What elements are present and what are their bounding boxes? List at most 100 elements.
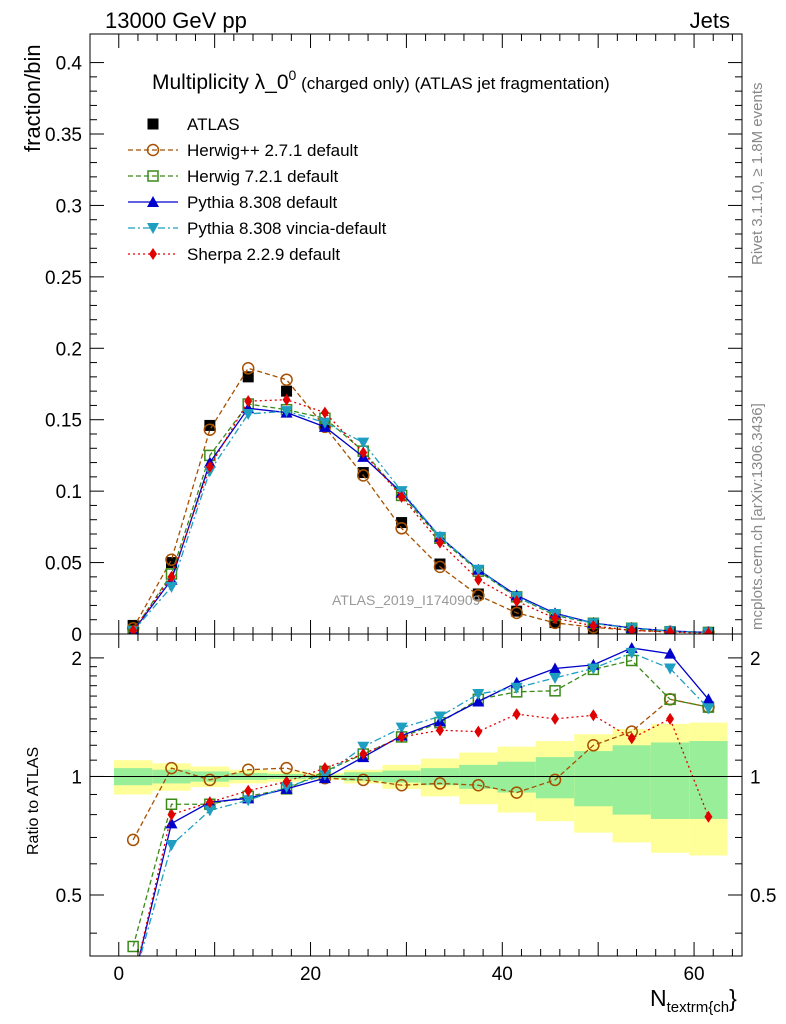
series-line-pythia-8-308-vincia-default bbox=[132, 410, 709, 634]
ratio-y-tick-label: 0.5 bbox=[56, 886, 82, 907]
ratio-inner-band-bin bbox=[612, 745, 651, 815]
legend-marker bbox=[146, 143, 160, 157]
data-point-sherpa-2-2-9-default bbox=[320, 762, 329, 775]
data-point-sherpa-2-2-9-default bbox=[589, 619, 598, 632]
data-point-pythia-8-308-vincia-default bbox=[664, 663, 677, 675]
data-point-pythia-8-308-default bbox=[702, 693, 715, 705]
data-point-sherpa-2-2-9-default bbox=[167, 570, 176, 583]
data-point-sherpa-2-2-9-default bbox=[666, 626, 675, 634]
data-point-sherpa-2-2-9-default bbox=[435, 536, 444, 549]
data-point-pythia-8-308-vincia-default bbox=[242, 409, 255, 420]
data-point-pythia-8-308-default bbox=[549, 662, 562, 674]
data-point-herwig-2-7-1-default bbox=[126, 833, 140, 847]
data-point-herwig-2-7-1-default bbox=[510, 606, 523, 620]
data-point-atlas bbox=[204, 419, 216, 431]
data-point-pythia-8-308-vincia-default bbox=[625, 647, 638, 659]
analysis-watermark: ATLAS_2019_I1740909 bbox=[332, 592, 481, 608]
legend-marker bbox=[147, 223, 159, 234]
ratio-x-tick-label: 20 bbox=[300, 964, 321, 985]
data-point-pythia-8-308-vincia-default bbox=[165, 839, 178, 851]
data-point-herwig-2-7-1-default bbox=[165, 553, 178, 566]
main-y-tick-label: 0 bbox=[71, 625, 82, 646]
data-point-sherpa-2-2-9-default bbox=[167, 808, 176, 821]
data-point-sherpa-2-2-9-default bbox=[397, 730, 406, 743]
data-point-atlas bbox=[281, 385, 293, 397]
main-y-tick-label: 0.25 bbox=[45, 268, 82, 289]
data-point-sherpa-2-2-9-default bbox=[512, 708, 521, 721]
data-point-sherpa-2-2-9-default bbox=[704, 627, 713, 634]
data-point-atlas bbox=[472, 588, 484, 600]
data-point-pythia-8-308-vincia-default bbox=[395, 722, 408, 734]
legend-marker bbox=[147, 118, 159, 130]
data-point-sherpa-2-2-9-default bbox=[704, 810, 713, 823]
data-point-pythia-8-308-default bbox=[664, 647, 677, 659]
legend-entry-pythia-8-308-default: Pythia 8.308 default bbox=[128, 193, 338, 212]
data-point-herwig-7-2-1-default bbox=[549, 685, 561, 697]
ratio-y-tick-label-right: 1 bbox=[750, 767, 761, 788]
legend-entry-atlas: ATLAS bbox=[147, 115, 240, 134]
data-point-pythia-8-308-vincia-default bbox=[587, 663, 600, 675]
data-point-sherpa-2-2-9-default bbox=[551, 612, 560, 625]
ratio-plot-xlabel-main: N bbox=[650, 985, 667, 1011]
main-plot-title-subtitle: (charged only) (ATLAS jet fragmentation) bbox=[296, 74, 609, 93]
main-y-tick-label: 0.05 bbox=[45, 554, 82, 575]
data-point-sherpa-2-2-9-default bbox=[474, 573, 483, 586]
legend-entry-pythia-8-308-vincia-default: Pythia 8.308 vincia-default bbox=[128, 219, 387, 238]
data-point-herwig-2-7-1-default bbox=[472, 778, 485, 792]
ratio-x-tick-label: 0 bbox=[113, 964, 124, 985]
ratio-plot-panel: 0.5 0.51 12 20 20 40 60 Ratio to ATLAS Ntextrm… bbox=[25, 633, 776, 1016]
data-point-herwig-2-7-1-default bbox=[395, 522, 408, 535]
data-point-sherpa-2-2-9-default bbox=[244, 784, 253, 797]
series-line-pythia-8-308-default bbox=[138, 647, 709, 956]
ratio-plot-xlabel: Ntextrm{ch} bbox=[650, 985, 737, 1016]
data-point-sherpa-2-2-9-default bbox=[474, 725, 483, 738]
data-point-sherpa-2-2-9-default bbox=[589, 709, 598, 722]
data-point-atlas bbox=[357, 467, 369, 479]
ratio-uncertainty-bands bbox=[113, 722, 728, 856]
main-y-tick-label: 0.15 bbox=[45, 411, 82, 432]
legend-label: Herwig 7.2.1 default bbox=[187, 167, 338, 186]
legend-entry-herwig-2-7-1-default: Herwig++ 2.7.1 default bbox=[128, 141, 358, 160]
ratio-plot-ylabel: Ratio to ATLAS bbox=[25, 747, 42, 855]
data-point-herwig-2-7-1-default bbox=[433, 777, 447, 790]
ratio-inner-band-bin bbox=[535, 757, 575, 799]
data-point-pythia-8-308-vincia-default bbox=[357, 741, 370, 753]
series-line-herwig-2-7-1-default bbox=[132, 698, 709, 841]
ratio-plot-frame bbox=[89, 633, 743, 957]
data-point-atlas bbox=[242, 371, 254, 383]
data-point-herwig-7-2-1-default bbox=[664, 693, 676, 706]
data-point-herwig-2-7-1-default bbox=[241, 763, 255, 776]
ratio-plot-marks bbox=[126, 641, 715, 987]
series-sherpa-2-2-9-default bbox=[138, 708, 713, 956]
legend-label: Herwig++ 2.7.1 default bbox=[187, 141, 358, 160]
main-plot-panel: 0 0.05 0.1 0.15 0.2 0.25 0.3 0.35 0.4 ATLAS_2019… bbox=[20, 33, 743, 646]
data-point-pythia-8-308-vincia-default bbox=[702, 703, 715, 715]
data-point-herwig-2-7-1-default bbox=[165, 761, 178, 775]
data-point-sherpa-2-2-9-default bbox=[666, 712, 675, 725]
header-left-label: 13000 GeV pp bbox=[105, 8, 247, 33]
data-point-sherpa-2-2-9-default bbox=[397, 490, 406, 503]
mcplots-reference-label: mcplots.cern.ch [arXiv:1306.3436] bbox=[749, 403, 766, 630]
data-point-herwig-2-7-1-default bbox=[241, 362, 255, 375]
data-point-herwig-2-7-1-default bbox=[548, 773, 562, 787]
series-line-pythia-8-308-vincia-default bbox=[139, 652, 709, 956]
legend-entry-sherpa-2-2-9-default: Sherpa 2.2.9 default bbox=[128, 245, 340, 264]
data-point-pythia-8-308-vincia-default bbox=[318, 417, 331, 429]
data-point-sherpa-2-2-9-default bbox=[205, 796, 214, 809]
series-line-herwig-2-7-1-default bbox=[132, 367, 709, 634]
data-point-sherpa-2-2-9-default bbox=[359, 748, 368, 761]
data-point-sherpa-2-2-9-default bbox=[129, 624, 138, 634]
main-y-tick-label: 0.2 bbox=[56, 339, 82, 360]
data-point-pythia-8-308-default bbox=[127, 976, 139, 987]
data-point-pythia-8-308-vincia-default bbox=[549, 672, 562, 684]
series-line-herwig-7-2-1-default bbox=[132, 659, 709, 947]
data-point-sherpa-2-2-9-default bbox=[282, 775, 291, 788]
data-point-sherpa-2-2-9-default bbox=[435, 724, 444, 737]
data-point-pythia-8-308-vincia-default bbox=[242, 795, 255, 807]
legend-marker bbox=[149, 248, 157, 260]
data-point-sherpa-2-2-9-default bbox=[205, 460, 214, 473]
data-point-pythia-8-308-vincia-default bbox=[472, 688, 485, 700]
main-plot-axes: 0 0.05 0.1 0.15 0.2 0.25 0.3 0.35 0.4 bbox=[45, 33, 743, 646]
data-point-sherpa-2-2-9-default bbox=[551, 712, 560, 725]
